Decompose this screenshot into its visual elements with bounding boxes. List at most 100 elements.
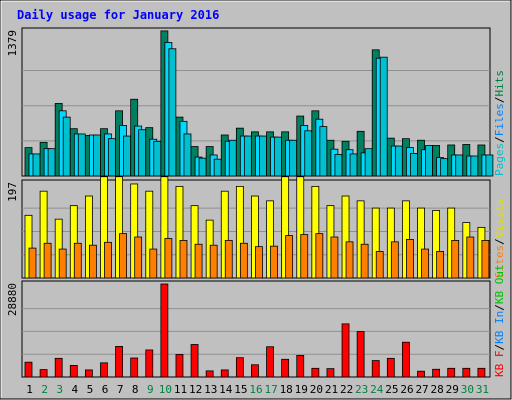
x-tick-label-29: 29 (446, 383, 459, 396)
bar-pages-20 (319, 126, 328, 177)
bar-sites-2 (43, 242, 52, 279)
bar-kb-f-11 (175, 354, 184, 378)
x-tick-label-23: 23 (355, 383, 368, 396)
x-tick-label-17: 17 (264, 383, 277, 396)
bar-sites-18 (285, 235, 294, 279)
bar-sites-13 (209, 244, 218, 279)
bar-sites-27 (421, 248, 429, 279)
bar-pages-4 (77, 133, 86, 177)
x-tick-label-1: 1 (26, 383, 33, 396)
legend-kbytes: KB F/KB In/KB Out (493, 264, 506, 377)
bar-kb-f-10 (160, 283, 169, 378)
x-tick-label-30: 30 (461, 383, 474, 396)
x-tick-label-11: 11 (174, 383, 187, 396)
bar-sites-11 (179, 239, 188, 279)
bar-pages-10 (168, 48, 177, 177)
x-axis-labels: 1 2 3 4 5 6 7 8 9 10 11 12 13 14 15 16 17 18 19 20 21 22 23 24 2… (26, 383, 489, 396)
legend-separator: / (493, 304, 506, 311)
bar-kb-f-14 (220, 369, 229, 378)
x-tick-label-6: 6 (102, 383, 109, 396)
bar-kb-f-27 (417, 370, 425, 378)
bar-sites-26 (406, 239, 414, 279)
legend-separator: / (493, 238, 506, 245)
bar-kb-f-26 (402, 341, 410, 378)
bar-pages-16 (259, 135, 267, 177)
bar-sites-12 (194, 243, 203, 279)
x-tick-label-25: 25 (385, 383, 398, 396)
scale-label: 1379 (6, 30, 19, 57)
bar-kb-f-7 (115, 346, 123, 378)
bar-kb-f-23 (356, 331, 365, 378)
bar-pages-19 (304, 130, 313, 177)
bar-sites-30 (466, 236, 475, 279)
bar-sites-6 (104, 241, 112, 279)
bar-kb-f-22 (341, 323, 350, 378)
x-tick-label-14: 14 (219, 383, 233, 396)
legend-entry-pages: Pages (493, 143, 506, 176)
bar-sites-21 (330, 236, 339, 279)
bar-sites-15 (239, 242, 248, 279)
bar-sites-10 (164, 238, 173, 279)
bar-visits-4 (69, 205, 78, 279)
bar-pages-30 (470, 155, 479, 177)
chart-title: Daily usage for January 2016 (17, 8, 219, 22)
legend-separator: / (493, 344, 506, 351)
bar-sites-20 (315, 233, 324, 279)
x-tick-label-12: 12 (189, 383, 202, 396)
bar-sites-17 (270, 245, 278, 279)
bar-visits-7 (115, 176, 123, 279)
x-tick-label-5: 5 (87, 383, 94, 396)
legend-separator: / (493, 97, 506, 104)
bar-pages-2 (47, 148, 56, 177)
bar-sites-5 (88, 244, 97, 279)
bar-pages-22 (349, 153, 358, 177)
x-tick-label-8: 8 (132, 383, 139, 396)
bar-visits-18 (281, 176, 290, 279)
bar-visits-20 (311, 185, 320, 279)
bar-kb-f-13 (205, 370, 214, 378)
panel-visits-sites: 197 Sites/Visits (6, 176, 506, 279)
bar-pages-14 (228, 139, 237, 177)
x-tick-label-10: 10 (159, 383, 172, 396)
legend-entry-visits: Visits (493, 199, 506, 239)
bar-kb-f-20 (311, 367, 320, 378)
bar-sites-8 (134, 236, 143, 279)
x-tick-label-20: 20 (310, 383, 323, 396)
bar-kb-f-4 (69, 365, 78, 378)
bar-pages-6 (108, 138, 116, 177)
legend-entry-sites: Sites (493, 245, 506, 278)
legend-entry-kb-f: KB F (493, 351, 506, 378)
bar-pages-5 (92, 134, 101, 177)
bar-kb-f-16 (251, 364, 259, 378)
scale-label: 197 (6, 182, 19, 202)
bar-sites-16 (255, 246, 263, 279)
bar-visits-19 (296, 176, 305, 279)
bar-kb-f-15 (235, 357, 244, 378)
bar-pages-3 (62, 116, 71, 177)
bar-kb-f-31 (477, 367, 486, 378)
bar-sites-9 (149, 248, 158, 279)
bar-visits-9 (145, 190, 154, 279)
bar-kb-f-5 (84, 369, 93, 378)
bar-sites-22 (345, 241, 354, 279)
x-tick-label-7: 7 (117, 383, 124, 396)
bar-kb-f-1 (24, 361, 33, 378)
bar-kb-f-12 (190, 344, 199, 378)
bar-visits-5 (84, 195, 93, 279)
bar-pages-31 (485, 154, 494, 177)
bar-visits-11 (175, 185, 184, 279)
chart-panels: 1379Pages/Files/Hits197Sites/Visits28880… (6, 27, 506, 378)
x-tick-label-22: 22 (340, 383, 353, 396)
legend-hits-files-pages: Pages/Files/Hits (493, 70, 506, 176)
bar-visits-14 (220, 190, 229, 279)
bar-kb-f-6 (100, 362, 108, 378)
bar-sites-25 (390, 241, 399, 279)
x-tick-label-15: 15 (234, 383, 247, 396)
legend-entry-hits: Hits (493, 70, 506, 97)
bar-pages-9 (153, 140, 162, 177)
bar-visits-16 (251, 195, 259, 279)
bar-sites-14 (224, 239, 233, 279)
bar-visits-17 (266, 200, 274, 279)
